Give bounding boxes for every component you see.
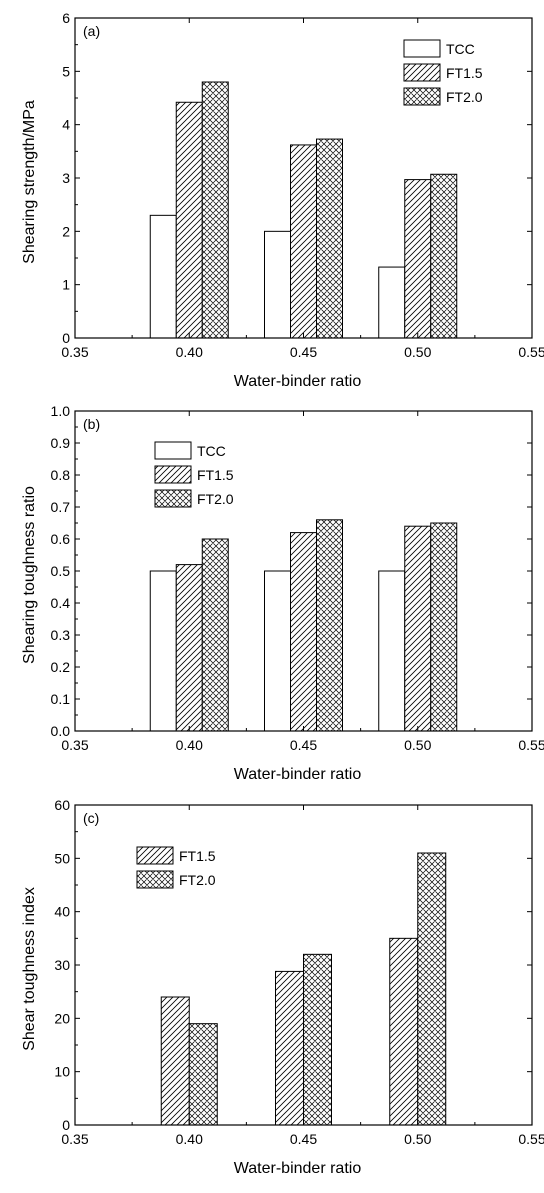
bar [430, 522, 458, 732]
legend-swatch [154, 441, 192, 460]
x-tick-label: 0.55 [518, 1131, 544, 1147]
y-tick-label: 4 [62, 117, 70, 133]
y-tick-label: 40 [54, 904, 70, 920]
x-axis-label: Water-binder ratio [234, 766, 362, 783]
legend-swatch [136, 846, 174, 865]
legend-label: TCC [446, 41, 475, 57]
y-axis-label: Shearing toughness ratio [21, 486, 38, 664]
x-tick-label: 0.35 [61, 1131, 88, 1147]
legend-label: TCC [197, 443, 226, 459]
y-tick-label: 3 [62, 170, 70, 186]
legend-label: FT1.5 [179, 848, 216, 864]
bar [275, 970, 304, 1126]
bar [290, 532, 317, 732]
legend-swatch [403, 39, 441, 58]
x-tick-label: 0.50 [404, 737, 431, 753]
legend-swatch [154, 489, 192, 508]
x-tick-label: 0.35 [61, 737, 88, 753]
y-tick-label: 30 [54, 957, 70, 973]
x-tick-label: 0.45 [290, 344, 317, 360]
y-tick-label: 0.8 [51, 467, 71, 483]
bar [430, 173, 458, 339]
chart-panel-3: 0.35 0.40 0.45 0.50 0.55 0 10 20 30 40 50 60 (c) Wate… [21, 797, 544, 1177]
bar [378, 266, 406, 339]
legend: TCC FT1.5 FT2.0 [154, 441, 234, 508]
bar [149, 214, 177, 339]
bar [188, 1023, 218, 1126]
legend-label: FT1.5 [446, 65, 483, 81]
y-tick-label: 0.9 [51, 435, 71, 451]
legend-swatch [403, 63, 441, 82]
legend-swatch [136, 870, 174, 889]
y-axis-label: Shearing strength/MPa [21, 100, 38, 264]
chart-panel-1: 0.35 0.40 0.45 0.50 0.55 0 1 2 3 4 5 6 (a) Water-bind… [21, 10, 544, 390]
x-axis-label: Water-binder ratio [234, 1160, 362, 1177]
legend-swatch [154, 465, 192, 484]
y-tick-label: 50 [54, 850, 70, 866]
x-tick-label: 0.55 [518, 344, 544, 360]
bar [160, 996, 190, 1126]
x-tick-label: 0.45 [290, 1131, 317, 1147]
bar [316, 138, 343, 339]
panel-label: (b) [83, 416, 100, 432]
legend-label: FT2.0 [446, 89, 483, 105]
y-tick-label: 0 [62, 1117, 70, 1133]
x-tick-label: 0.35 [61, 344, 88, 360]
legend: TCC FT1.5 FT2.0 [403, 39, 483, 106]
x-tick-label: 0.40 [176, 737, 203, 753]
bar [316, 519, 343, 732]
chart-panel-2: 0.35 0.40 0.45 0.50 0.55 0.0 0.1 0.2 0.3 0.4 0.5 0.… [21, 403, 544, 783]
legend-label: FT2.0 [197, 491, 234, 507]
bar [389, 937, 419, 1126]
bar [175, 564, 203, 732]
bar [264, 570, 291, 732]
y-tick-label: 0.5 [51, 563, 71, 579]
bar [149, 570, 177, 732]
y-tick-label: 0.7 [51, 499, 71, 515]
x-tick-label: 0.45 [290, 737, 317, 753]
y-tick-label: 6 [62, 10, 70, 26]
y-tick-label: 0.3 [51, 627, 71, 643]
x-tick-label: 0.40 [176, 1131, 203, 1147]
y-tick-label: 0.2 [51, 659, 71, 675]
panel-label: (a) [83, 23, 100, 39]
bar [303, 953, 332, 1126]
legend-swatch [403, 87, 441, 106]
y-axis-label: Shear toughness index [21, 887, 38, 1051]
bar [264, 230, 291, 339]
bar [378, 570, 406, 732]
y-tick-label: 2 [62, 223, 70, 239]
y-tick-label: 0.1 [51, 691, 71, 707]
y-tick-label: 0.6 [51, 531, 71, 547]
x-tick-label: 0.55 [518, 737, 544, 753]
y-tick-label: 5 [62, 63, 70, 79]
legend-label: FT2.0 [179, 872, 216, 888]
y-tick-label: 0.4 [51, 595, 71, 611]
y-tick-label: 0.0 [51, 723, 71, 739]
x-axis-label: Water-binder ratio [234, 373, 362, 390]
legend-label: FT1.5 [197, 467, 234, 483]
bar [404, 525, 432, 732]
legend: FT1.5 FT2.0 [136, 846, 216, 889]
bar [201, 538, 229, 732]
x-tick-label: 0.50 [404, 344, 431, 360]
y-tick-label: 1 [62, 277, 70, 293]
bar [201, 81, 229, 339]
y-tick-label: 60 [54, 797, 70, 813]
x-tick-label: 0.40 [176, 344, 203, 360]
bar [175, 101, 203, 339]
x-tick-label: 0.50 [404, 1131, 431, 1147]
y-tick-label: 10 [54, 1064, 70, 1080]
panel-label: (c) [83, 810, 99, 826]
bar [417, 852, 447, 1126]
y-tick-label: 1.0 [51, 403, 71, 419]
y-tick-label: 20 [54, 1010, 70, 1026]
bar [290, 144, 317, 339]
bar [404, 179, 432, 339]
y-tick-label: 0 [62, 330, 70, 346]
